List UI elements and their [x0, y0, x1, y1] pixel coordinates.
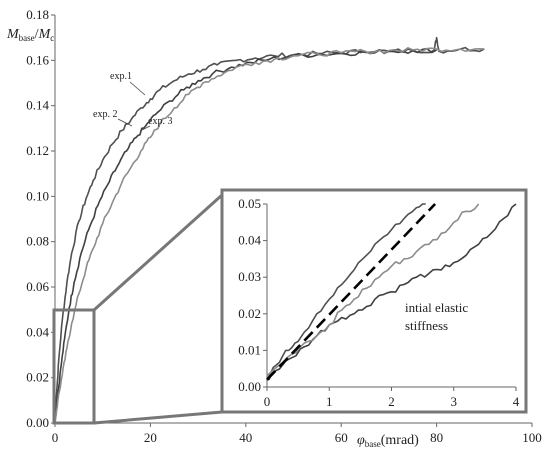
main-y-tick-label: 0.04 [26, 324, 49, 339]
annotation-exp1: exp.1 [110, 71, 132, 82]
y-axis-label: Mbase/Mc [6, 27, 54, 43]
y-label-numerator: M [6, 27, 20, 42]
inset-y-tick-label: 0.00 [238, 379, 261, 394]
inset-tick-labels: 0 1 2 3 4 0.00 0.01 0.02 0.03 0.04 0.05 [238, 196, 520, 409]
x-label-unit: (mrad) [381, 433, 419, 448]
zoom-region-box [52, 308, 96, 425]
inset-series-1-line [266, 203, 426, 381]
inset-y-tick-label: 0.03 [238, 269, 261, 284]
svg-text:φbase(mrad): φbase(mrad) [357, 433, 419, 449]
series-annotations: exp.1 exp. 2 exp. 3 [93, 71, 172, 132]
annotation-exp1-leader [129, 81, 146, 96]
zoom-connector-bottom [93, 410, 223, 425]
annotation-exp3-leader [139, 125, 151, 132]
main-y-tick-label: 0.18 [26, 7, 49, 22]
y-label-numerator-sub: base [19, 33, 35, 43]
main-x-tick-label: 40 [239, 430, 252, 445]
main-series-3-line [54, 47, 485, 424]
inset-series-3-line [266, 203, 480, 377]
inset-x-tick-label: 4 [513, 394, 520, 409]
main-y-tick-label: 0.06 [26, 279, 49, 294]
y-label-slash: / [35, 27, 39, 42]
inset-annotation-line1: intial elastic [405, 300, 468, 315]
inset-series-2-line [266, 203, 517, 381]
main-y-tick-label: 0.02 [26, 370, 49, 385]
annotation-exp2: exp. 2 [93, 109, 117, 120]
inset-x-tick-label: 0 [264, 394, 271, 409]
main-y-tick-label: 0.10 [26, 188, 49, 203]
y-label-denominator-sub: c [50, 33, 54, 43]
inset-series-4-fit-line [266, 203, 437, 381]
main-x-tick-label: 100 [522, 430, 542, 445]
main-tick-labels: 0 20 40 60 80 1000.000.020.040.060.080.100.12… [26, 7, 542, 445]
x-label-symbol: φ [357, 433, 365, 448]
inset-x-tick-label: 2 [388, 394, 395, 409]
main-series-group [54, 36, 485, 424]
main-x-tick-label: 0 [52, 430, 59, 445]
x-label-sub: base [365, 439, 381, 449]
inset-y-tick-label: 0.01 [238, 342, 261, 357]
main-y-tick-label: 0.14 [26, 98, 49, 113]
annotation-exp2-leader [117, 118, 133, 127]
inset-y-tick-label: 0.02 [238, 306, 261, 321]
annotation-exp3: exp. 3 [148, 116, 172, 127]
main-x-tick-label: 80 [430, 430, 443, 445]
inset-x-tick-label: 1 [326, 394, 333, 409]
inset-annotation-line2: stiffness [405, 318, 448, 333]
main-x-tick-label: 20 [144, 430, 157, 445]
svg-text:Mbase/Mc: Mbase/Mc [6, 27, 54, 43]
main-y-tick-label: 0.08 [26, 234, 49, 249]
y-label-denominator: M [38, 27, 52, 42]
zoom-connector-top [92, 193, 224, 312]
inset-y-tick-label: 0.04 [238, 233, 261, 248]
inset-chart: 0 1 2 3 4 0.00 0.01 0.02 0.03 0.04 0.05 intial ela… [220, 188, 528, 414]
inset-x-tick-label: 3 [451, 394, 458, 409]
main-x-tick-label: 60 [335, 430, 348, 445]
main-y-tick-label: 0.00 [26, 415, 49, 430]
inset-y-tick-label: 0.05 [238, 196, 261, 211]
main-y-tick-label: 0.12 [26, 143, 49, 158]
inset-series-group [266, 203, 517, 381]
x-axis-label: φbase(mrad) [357, 433, 419, 449]
main-y-tick-label: 0.16 [26, 52, 49, 67]
